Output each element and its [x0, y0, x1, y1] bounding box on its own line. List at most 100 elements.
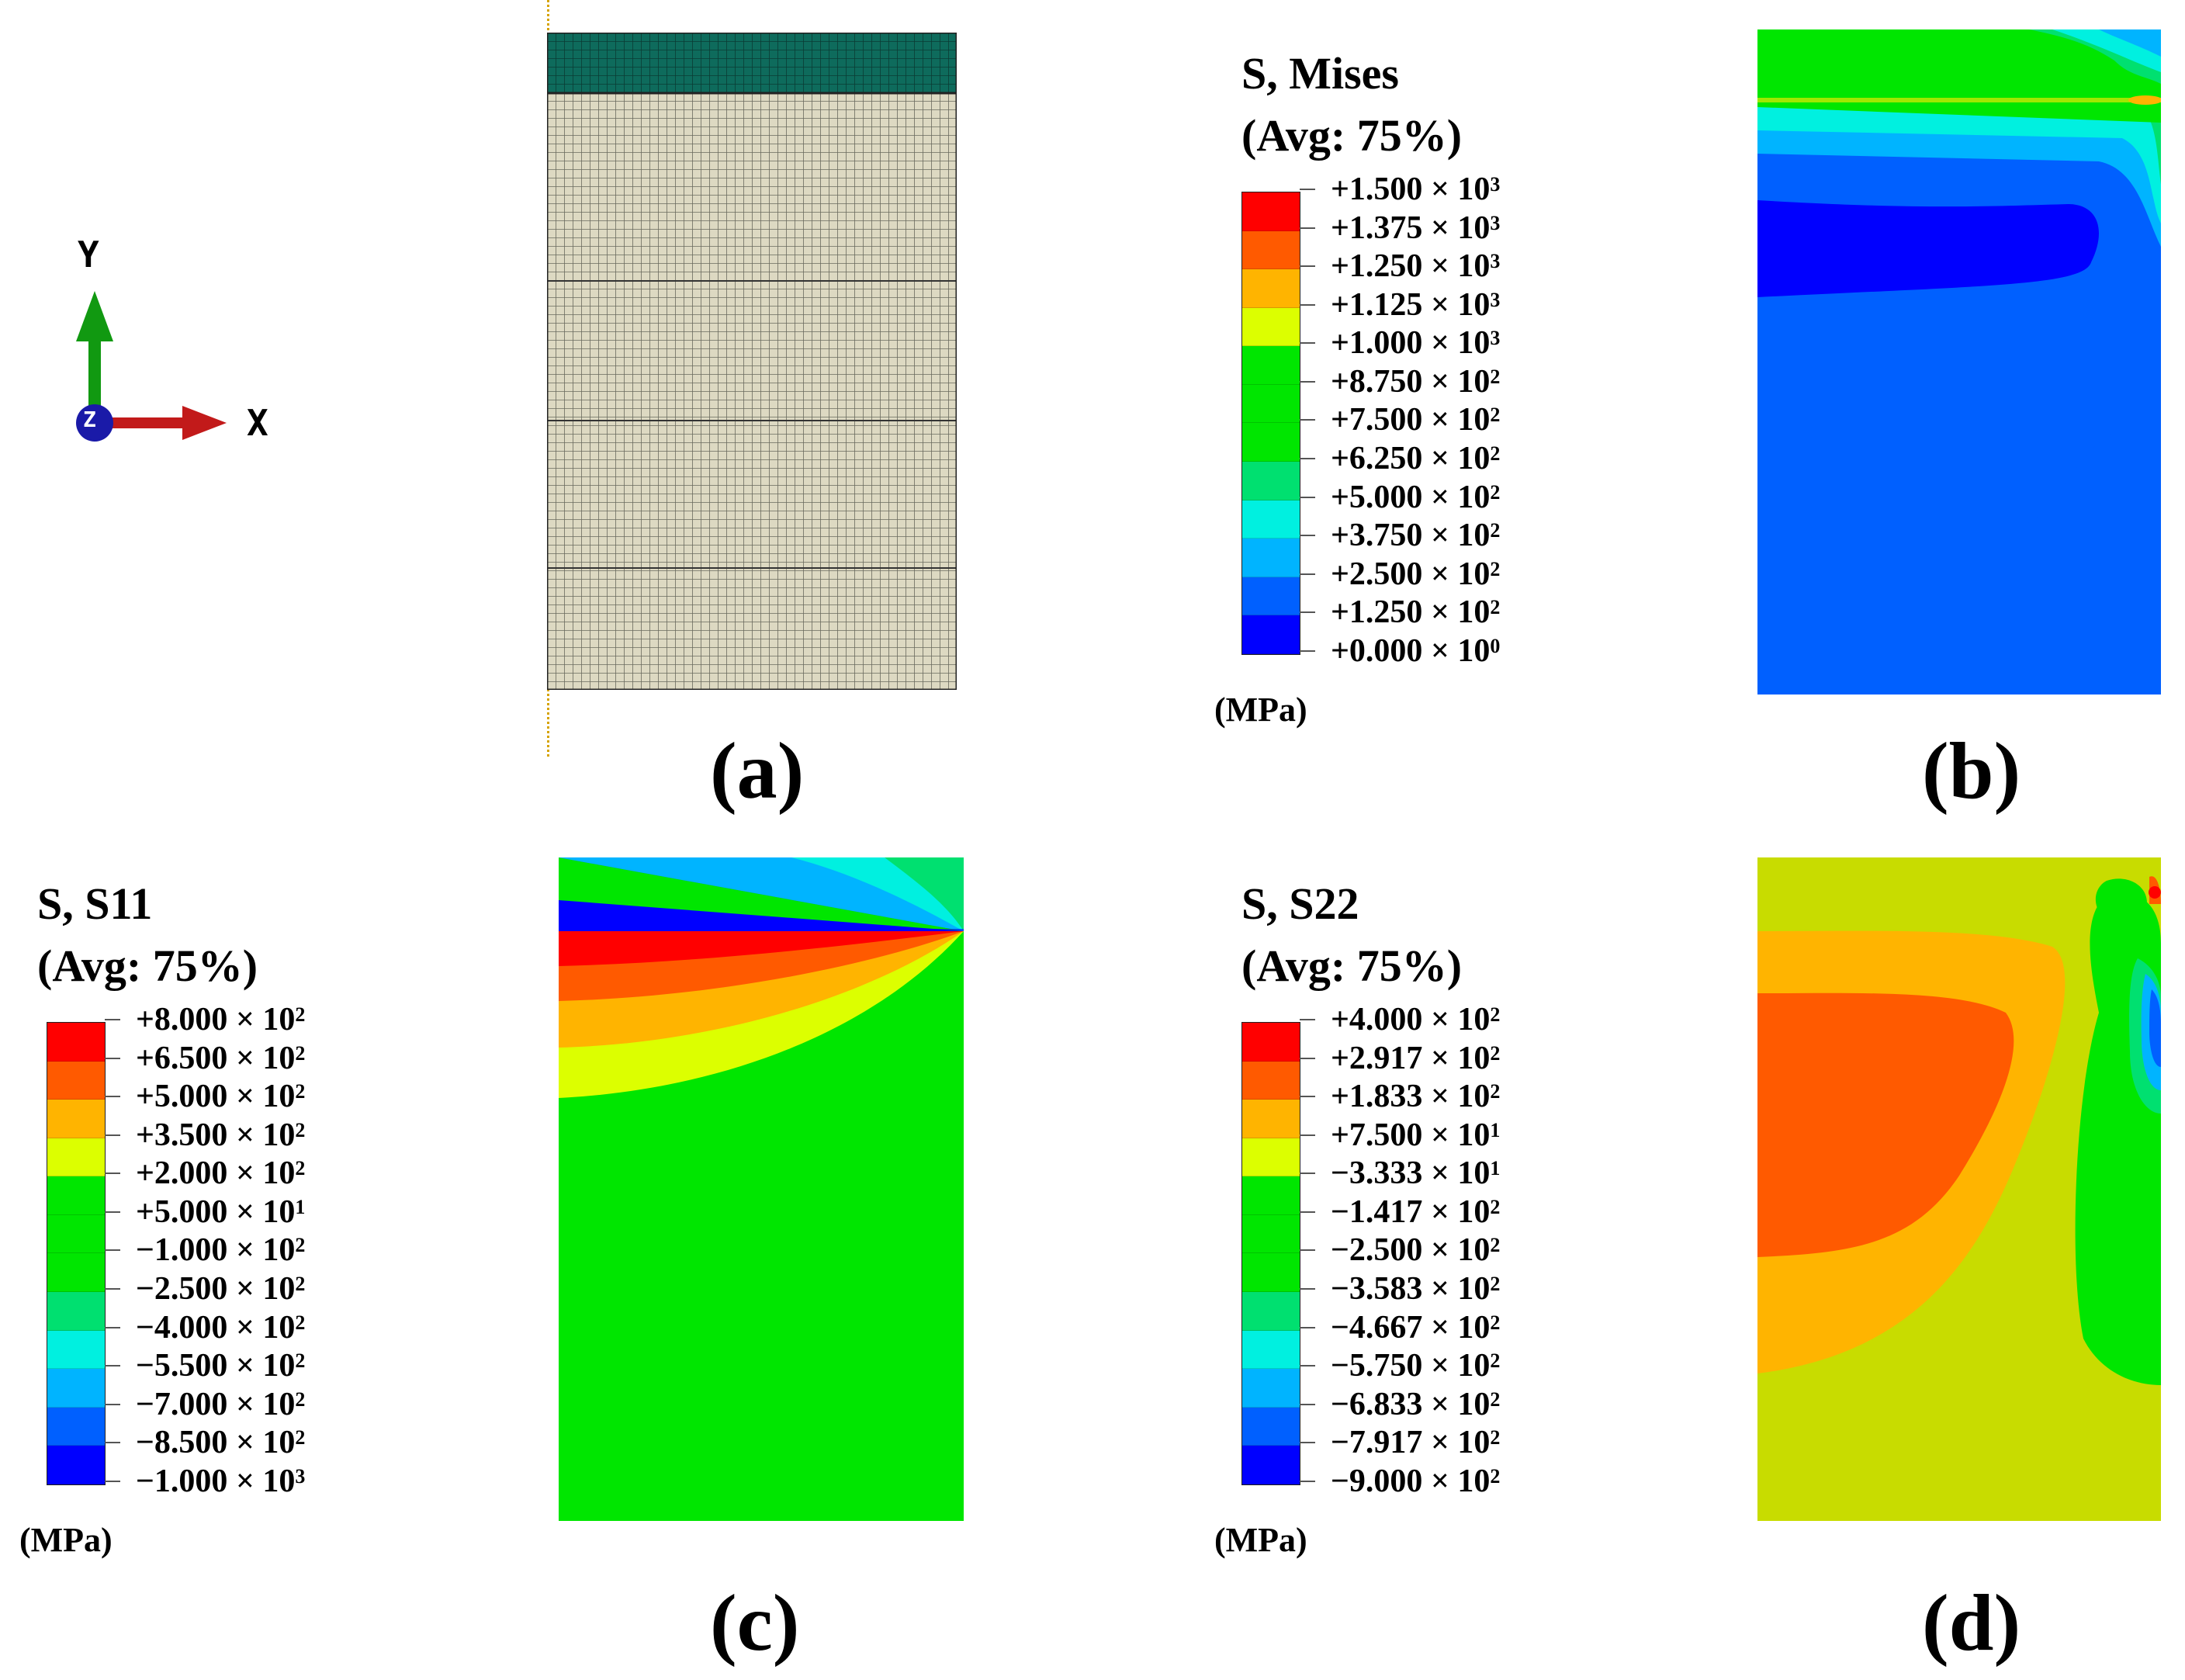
tick-exponent: 3 — [1490, 288, 1501, 311]
tick-times-ten: × 10 — [1422, 363, 1491, 400]
tick-times-ten: × 10 — [1422, 402, 1491, 438]
colorbar-band — [1242, 577, 1300, 616]
tick-label: +7.500 × 101 — [1331, 1116, 1500, 1155]
tick-mantissa: −1.000 — [136, 1463, 228, 1499]
legend-tick: −5.750 × 102 — [1300, 1346, 1619, 1385]
tick-times-ten: × 10 — [1422, 594, 1491, 631]
tick-mantissa: +2.000 — [136, 1155, 228, 1192]
legend-tick: +5.000 × 101 — [105, 1193, 424, 1231]
tick-label: +5.000 × 102 — [136, 1077, 305, 1116]
tick-exponent: 2 — [295, 1387, 306, 1411]
tick-mark — [1300, 1365, 1315, 1367]
legend-tick: +1.833 × 102 — [1300, 1077, 1619, 1116]
tick-mantissa: −5.500 — [136, 1348, 228, 1384]
colorbar-band — [1242, 462, 1300, 501]
tick-mantissa: −7.000 — [136, 1386, 228, 1422]
legend-tick: +4.000 × 102 — [1300, 1000, 1619, 1039]
tick-times-ten: × 10 — [1422, 1002, 1491, 1037]
colorbar-band — [1242, 1330, 1300, 1370]
tick-label: +2.000 × 102 — [136, 1154, 305, 1193]
tick-times-ten: × 10 — [1422, 1193, 1491, 1230]
tick-exponent: 2 — [1490, 557, 1501, 580]
tick-exponent: 2 — [295, 1349, 306, 1373]
tick-mantissa: −2.500 — [1331, 1232, 1423, 1269]
legend-tick: −4.000 × 102 — [105, 1308, 424, 1347]
colorbar-band — [1242, 500, 1300, 539]
tick-mark — [105, 1134, 120, 1136]
tick-mantissa: −1.417 — [1331, 1193, 1423, 1230]
tick-exponent: 3 — [1490, 211, 1501, 234]
tick-label: −8.500 × 102 — [136, 1423, 305, 1462]
legend-s11-colorbar — [47, 1022, 106, 1485]
tick-mantissa: −4.667 — [1331, 1309, 1423, 1346]
legend-tick: +8.750 × 102 — [1300, 362, 1619, 401]
tick-mantissa: +1.500 — [1331, 171, 1423, 207]
x-axis-arrow-head — [182, 406, 227, 440]
colorbar-band — [1242, 1100, 1300, 1138]
tick-label: −9.000 × 102 — [1331, 1462, 1500, 1501]
colorbar-band — [1242, 230, 1300, 270]
colorbar-band — [47, 1446, 105, 1484]
tick-exponent: 3 — [1490, 173, 1501, 196]
tick-label: +0.000 × 100 — [1331, 632, 1500, 670]
tick-times-ten: × 10 — [227, 1193, 296, 1230]
mesh-model — [547, 33, 957, 690]
colorbar-band — [47, 1176, 105, 1215]
tick-times-ten: × 10 — [1422, 1117, 1491, 1153]
tick-times-ten: × 10 — [227, 1117, 296, 1153]
tick-exponent: 2 — [1490, 442, 1501, 466]
tick-mantissa: +5.000 — [136, 1193, 228, 1230]
tick-mantissa: +3.750 — [1331, 518, 1423, 554]
tick-label: +6.250 × 102 — [1331, 439, 1500, 478]
tick-mantissa: +5.000 — [136, 1079, 228, 1115]
tick-mantissa: +1.833 — [1331, 1079, 1423, 1115]
tick-mantissa: +6.500 — [136, 1040, 228, 1076]
x-axis-letter: X — [247, 402, 268, 444]
legend-tick: +1.250 × 103 — [1300, 247, 1619, 286]
panel-c-label: (c) — [710, 1578, 800, 1668]
tick-mantissa: +3.500 — [136, 1117, 228, 1153]
tick-mark — [1300, 227, 1315, 229]
colorbar-band — [47, 1061, 105, 1100]
legend-tick: −2.500 × 102 — [105, 1270, 424, 1308]
tick-mantissa: +0.000 — [1331, 632, 1423, 669]
legend-tick: −2.500 × 102 — [1300, 1231, 1619, 1270]
tick-exponent: 2 — [295, 1118, 306, 1141]
tick-label: −4.000 × 102 — [136, 1308, 305, 1347]
tick-times-ten: × 10 — [1422, 1232, 1491, 1269]
tick-label: +7.500 × 102 — [1331, 400, 1500, 439]
tick-mark — [105, 1326, 120, 1328]
colorbar-band — [1242, 539, 1300, 577]
tick-mantissa: −2.500 — [136, 1271, 228, 1308]
tick-label: −3.583 × 102 — [1331, 1270, 1500, 1308]
tick-times-ten: × 10 — [1422, 632, 1491, 669]
tick-mark — [105, 1288, 120, 1290]
tick-mark — [1300, 1249, 1315, 1252]
legend-tick: +7.500 × 102 — [1300, 400, 1619, 439]
tick-exponent: 1 — [1490, 1118, 1501, 1141]
legend-tick: +1.000 × 103 — [1300, 324, 1619, 362]
tick-exponent: 2 — [1490, 1311, 1501, 1334]
legend-mises: S, Mises (Avg: 75%) +1.500 × 103 +1.375 ×… — [1210, 43, 1614, 741]
tick-times-ten: × 10 — [227, 1348, 296, 1384]
tick-mark — [1300, 458, 1315, 460]
tick-mark — [1300, 303, 1315, 306]
tick-exponent: 2 — [1490, 1041, 1501, 1065]
tick-label: +3.500 × 102 — [136, 1116, 305, 1155]
panel-b-label: (b) — [1922, 726, 2021, 816]
tick-label: +2.917 × 102 — [1331, 1039, 1500, 1078]
colorbar-band — [47, 1214, 105, 1254]
tick-label: +5.000 × 101 — [136, 1193, 305, 1231]
colorbar-band — [1242, 346, 1300, 385]
tick-exponent: 2 — [1490, 404, 1501, 427]
tick-mark — [1300, 1019, 1315, 1020]
tick-exponent: 2 — [295, 1426, 306, 1450]
panel-a-label: (a) — [710, 726, 805, 816]
tick-mark — [1300, 380, 1315, 383]
tick-label: −1.000 × 102 — [136, 1231, 305, 1270]
tick-mark — [105, 1480, 120, 1482]
tick-times-ten: × 10 — [227, 1309, 296, 1346]
tick-mantissa: +7.500 — [1331, 1117, 1423, 1153]
tick-mantissa: +7.500 — [1331, 402, 1423, 438]
legend-tick: +2.000 × 102 — [105, 1154, 424, 1193]
